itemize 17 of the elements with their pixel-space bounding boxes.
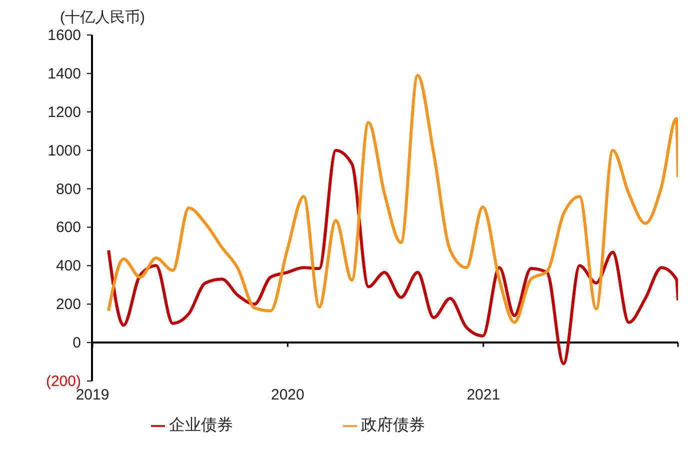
y-tick-label: 400	[56, 258, 81, 275]
y-tick-label: 200	[56, 296, 81, 314]
y-tick-label: (200)	[46, 373, 81, 390]
y-tick-label: 1000	[48, 142, 81, 160]
y-axis-title: (十亿人民币)	[60, 8, 145, 27]
y-tick-label: 800	[56, 180, 81, 198]
y-tick-label: 0	[72, 334, 81, 352]
y-tick-label: 1400	[48, 65, 81, 82]
y-tick-label: 600	[56, 219, 81, 236]
y-tick-label: 1600	[48, 27, 81, 44]
legend-label: 政府债券	[361, 417, 425, 434]
y-tick-label: 1200	[48, 104, 81, 121]
line-series	[107, 74, 678, 324]
x-tick-label: 2021	[466, 386, 500, 404]
x-tick-label: 2020	[271, 386, 304, 404]
line-series	[107, 148, 678, 366]
legend-label: 企业债券	[169, 417, 233, 434]
